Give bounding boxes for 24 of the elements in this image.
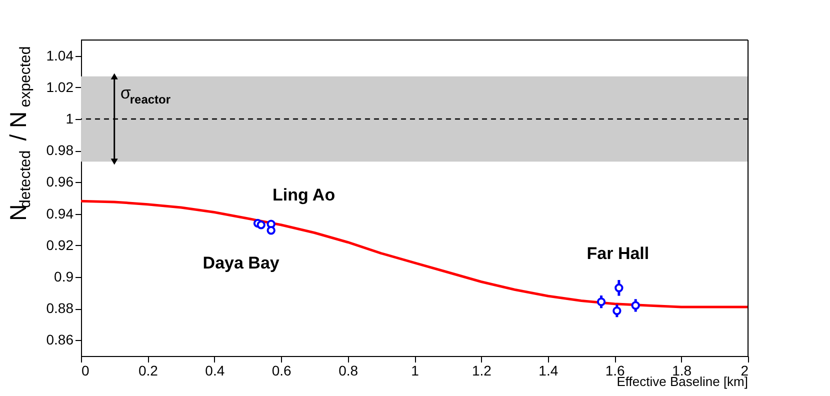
y-tick-label: 0.94: [46, 205, 74, 222]
y-tick-label: 0.86: [46, 332, 74, 348]
y-tick-label: 1: [66, 110, 74, 126]
y-tick-label: 0.92: [46, 236, 74, 253]
x-tick-label: 0.8: [338, 362, 358, 378]
y-tick-label: 1.02: [46, 78, 74, 95]
annotation: Far Hall: [586, 244, 650, 263]
y-tick-label: 0.9: [54, 268, 74, 284]
x-tick-label: 0.4: [205, 362, 225, 378]
y-axis-title: Ndetected / Nexpected: [5, 46, 34, 221]
x-tick-label: 1.6: [605, 362, 626, 378]
x-tick-label: 1: [411, 362, 420, 378]
x-tick-label: 1.8: [672, 362, 692, 378]
x-tick-label: 1.4: [538, 362, 558, 378]
y-tick-label: 0.98: [46, 142, 74, 158]
x-tick-label: 1.2: [472, 362, 492, 378]
y-tick-label: 0.88: [46, 300, 74, 316]
annotation: Ling Ao: [272, 185, 336, 204]
annotation: Daya Bay: [202, 253, 280, 272]
x-tick-label: 0: [82, 362, 90, 378]
y-tick-label: 0.96: [46, 174, 74, 190]
x-tick-label: 0.2: [138, 362, 158, 378]
x-tick-label: 0.6: [272, 362, 292, 378]
y-tick-label: 1.04: [46, 47, 74, 64]
